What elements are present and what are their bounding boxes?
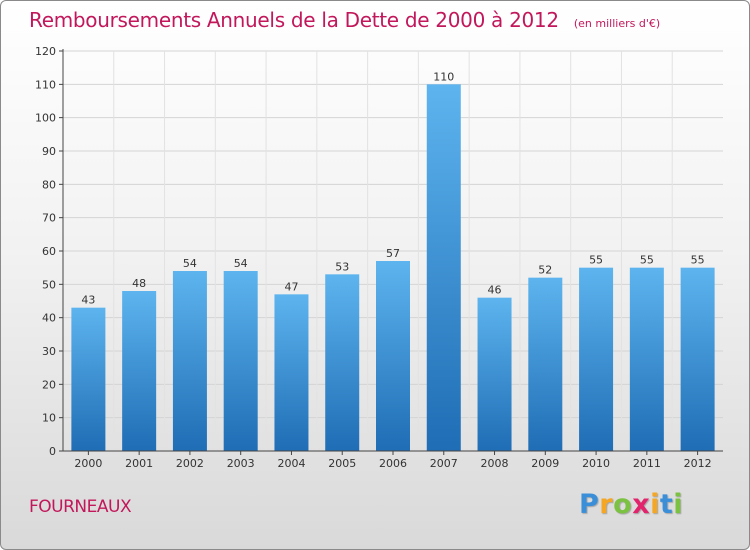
y-tick-label: 10 [42,412,56,425]
bar-value-label: 46 [488,284,502,297]
bar-2006 [376,261,410,451]
x-tick-label: 2004 [277,457,305,470]
bar-value-label: 54 [183,257,197,270]
y-tick-label: 100 [35,112,56,125]
y-tick-label: 80 [42,178,56,191]
logo-letter: x [632,489,651,520]
y-tick-label: 0 [49,445,56,458]
bar-value-label: 54 [234,257,248,270]
bar-2008 [477,297,512,451]
y-tick-label: 20 [42,378,56,391]
bar-2005 [325,274,360,451]
x-tick-label: 2010 [582,457,610,470]
bar-2007 [426,84,461,451]
bar-value-label: 55 [589,254,603,267]
proxiti-logo: Proxiti [579,489,683,520]
logo-letter: r [599,489,614,520]
bar-value-label: 47 [284,280,298,293]
bar-value-label: 48 [132,277,146,290]
bar-2009 [528,277,563,451]
logo-letter: i [650,489,660,520]
chart-unit: (en milliers d'€) [573,17,661,30]
x-tick-label: 2009 [531,457,559,470]
bar-2004 [274,294,309,451]
bar-2003 [223,271,258,451]
logo-letter: P [579,489,600,520]
x-tick-label: 2005 [328,457,356,470]
bar-2011 [629,267,664,451]
x-tick-label: 2002 [176,457,204,470]
bar-value-label: 110 [433,70,454,83]
y-tick-label: 120 [35,45,56,58]
bar-2012 [680,267,715,451]
chart-title-text: Remboursements Annuels de la Dette de 20… [29,8,559,32]
bar-2002 [172,271,207,451]
x-tick-label: 2001 [125,457,153,470]
y-tick-label: 40 [42,312,56,325]
y-tick-label: 90 [42,145,56,158]
chart-title: Remboursements Annuels de la Dette de 20… [29,8,660,32]
x-tick-label: 2003 [227,457,255,470]
x-tick-label: 2006 [379,457,407,470]
bar-value-label: 53 [335,260,349,273]
bar-2000 [71,307,106,451]
x-tick-label: 2008 [481,457,509,470]
logo-letter: o [613,489,633,520]
y-tick-label: 110 [35,78,56,91]
y-tick-label: 70 [42,212,56,225]
bar-value-label: 55 [691,254,705,267]
logo-letter: i [673,489,684,520]
bar-2001 [122,291,157,451]
commune-name: FOURNEAUX [29,497,132,517]
y-tick-label: 30 [42,345,56,358]
y-tick-label: 60 [42,245,56,258]
bar-value-label: 52 [538,264,552,277]
x-tick-label: 2000 [74,457,102,470]
y-tick-label: 50 [42,278,56,291]
logo-letter: t [659,489,674,520]
bar-2010 [579,267,614,451]
bar-value-label: 43 [81,294,95,307]
x-tick-label: 2011 [633,457,661,470]
bar-value-label: 57 [386,247,400,260]
x-tick-label: 2012 [684,457,712,470]
x-tick-label: 2007 [430,457,458,470]
bar-value-label: 55 [640,254,654,267]
